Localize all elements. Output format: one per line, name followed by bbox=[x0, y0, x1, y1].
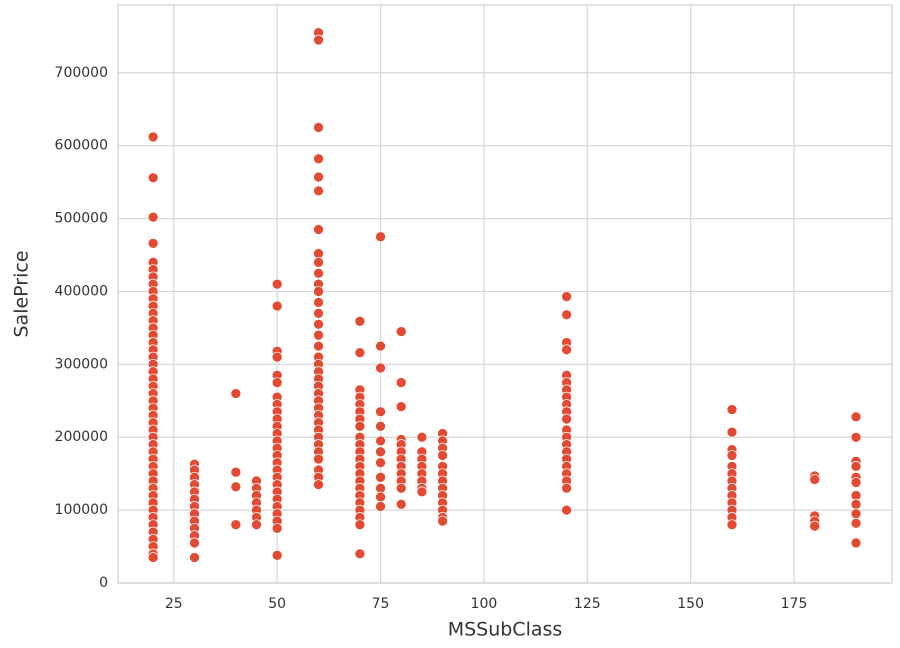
plot-frame bbox=[117, 4, 893, 584]
point bbox=[561, 291, 572, 302]
point bbox=[271, 377, 283, 388]
point bbox=[230, 519, 242, 531]
point bbox=[726, 404, 738, 415]
point bbox=[313, 479, 324, 490]
y-axis-label: SalePrice bbox=[11, 250, 33, 337]
point bbox=[354, 548, 366, 560]
point bbox=[416, 486, 428, 498]
y-tick-label: 600000 bbox=[55, 138, 108, 154]
y-tick-label: 200000 bbox=[55, 429, 108, 445]
point bbox=[313, 153, 324, 165]
point bbox=[189, 537, 200, 549]
point bbox=[354, 519, 366, 531]
point bbox=[850, 411, 862, 423]
point bbox=[313, 340, 324, 352]
x-axis-label: MSSubClass bbox=[448, 619, 563, 641]
point bbox=[147, 172, 159, 184]
point bbox=[726, 450, 738, 461]
point bbox=[726, 519, 738, 531]
point bbox=[395, 401, 407, 412]
point bbox=[375, 435, 386, 447]
point bbox=[147, 552, 159, 563]
point bbox=[313, 297, 324, 308]
point bbox=[230, 466, 242, 478]
point bbox=[189, 552, 200, 563]
point bbox=[850, 431, 862, 443]
point bbox=[375, 491, 386, 503]
point bbox=[375, 457, 386, 469]
point bbox=[230, 388, 242, 399]
point bbox=[230, 481, 242, 493]
x-tick-label: 100 bbox=[471, 596, 498, 612]
point bbox=[850, 477, 862, 488]
point bbox=[561, 413, 572, 425]
point bbox=[850, 537, 862, 549]
x-tick-label: 175 bbox=[781, 596, 808, 612]
point bbox=[375, 471, 386, 483]
point bbox=[313, 34, 324, 46]
point bbox=[271, 300, 283, 312]
point bbox=[313, 453, 324, 465]
point bbox=[354, 347, 366, 359]
point bbox=[375, 231, 386, 243]
point bbox=[375, 340, 386, 352]
point bbox=[416, 431, 428, 443]
point bbox=[561, 344, 572, 356]
point bbox=[313, 329, 324, 341]
point bbox=[375, 446, 386, 458]
point bbox=[850, 498, 862, 510]
point bbox=[313, 318, 324, 330]
point bbox=[354, 315, 366, 327]
point bbox=[271, 522, 283, 534]
point bbox=[395, 326, 407, 337]
point bbox=[850, 508, 862, 520]
point bbox=[726, 426, 738, 438]
point bbox=[809, 520, 821, 532]
point bbox=[850, 461, 862, 472]
point bbox=[313, 224, 324, 235]
point bbox=[437, 515, 448, 527]
point bbox=[375, 420, 386, 432]
point bbox=[850, 517, 862, 529]
point bbox=[395, 377, 407, 388]
x-tick-label: 125 bbox=[574, 596, 601, 612]
point bbox=[375, 406, 386, 418]
point bbox=[375, 362, 386, 374]
point bbox=[561, 482, 572, 494]
y-tick-label: 500000 bbox=[55, 211, 108, 227]
y-tick-label: 300000 bbox=[55, 356, 108, 372]
point bbox=[561, 309, 572, 321]
point bbox=[437, 450, 448, 461]
x-tick-label: 25 bbox=[165, 596, 183, 612]
point bbox=[147, 131, 159, 143]
point bbox=[251, 519, 262, 531]
x-tick-label: 50 bbox=[268, 596, 286, 612]
point bbox=[313, 307, 324, 319]
y-tick-label: 0 bbox=[99, 575, 108, 591]
point bbox=[809, 474, 821, 485]
x-tick-label: 150 bbox=[677, 596, 704, 612]
point bbox=[271, 351, 283, 363]
point bbox=[313, 185, 324, 197]
x-tick-label: 75 bbox=[372, 596, 390, 612]
point bbox=[313, 171, 324, 183]
point bbox=[313, 256, 324, 268]
point bbox=[313, 122, 324, 133]
point bbox=[395, 498, 407, 510]
point bbox=[561, 504, 572, 516]
point bbox=[271, 278, 283, 290]
point bbox=[375, 501, 386, 512]
y-tick-label: 700000 bbox=[55, 65, 108, 81]
point bbox=[313, 286, 324, 297]
y-tick-label: 400000 bbox=[55, 283, 108, 299]
point bbox=[354, 420, 366, 432]
point bbox=[147, 211, 159, 223]
point bbox=[147, 237, 159, 249]
y-tick-label: 100000 bbox=[55, 502, 108, 518]
point bbox=[271, 549, 283, 561]
point bbox=[313, 267, 324, 279]
point bbox=[395, 482, 407, 494]
